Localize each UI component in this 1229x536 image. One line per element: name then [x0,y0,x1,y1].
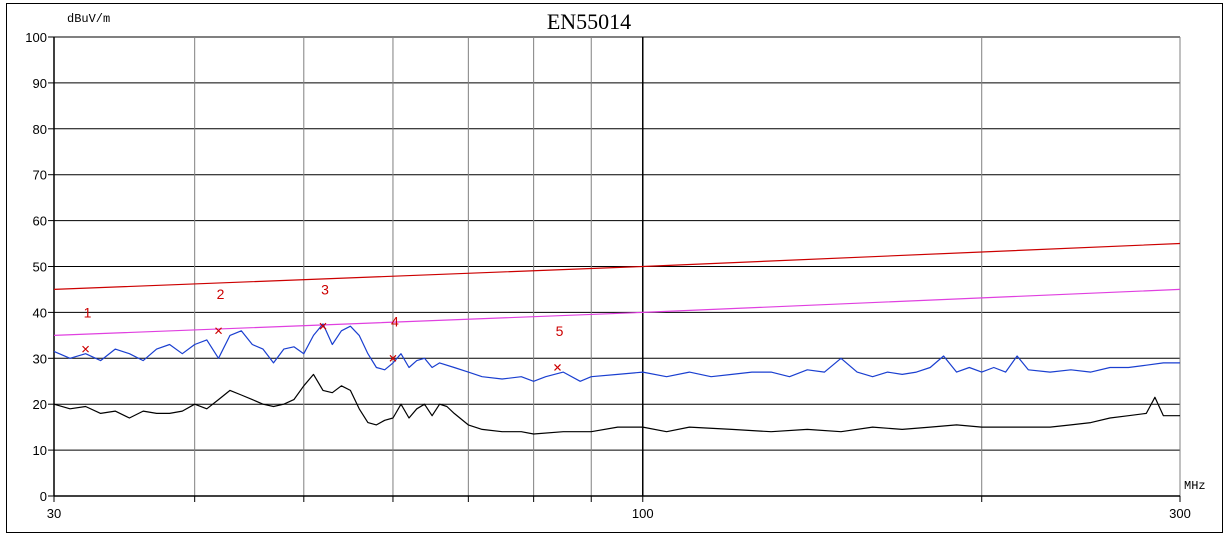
chart-frame: 0 10 20 30 40 50 60 70 80 90 100 30 100 300 1 2 3 4 5 EN5… [6,3,1223,533]
y-tick-label: 40 [33,305,47,320]
marker-cross [389,354,397,362]
y-tick-label: 80 [33,122,47,137]
marker-cross [82,345,89,353]
marker-label: 4 [391,314,399,330]
series-line-limit [53,242,1181,290]
series-line-average [53,373,1180,435]
marker-cross [554,364,561,371]
y-tick-label: 60 [33,214,47,229]
marker-label: 1 [84,304,92,320]
x-tick-label: 100 [632,506,654,521]
marker-label: 5 [556,323,564,339]
marker-cross [215,327,222,335]
marker-label: 2 [217,286,225,302]
y-tick-label: 0 [40,489,47,504]
markers-layer: 1 2 3 4 5 [82,281,564,371]
y-tick-label: 10 [33,443,47,458]
chart-title: EN55014 [547,9,631,34]
x-tick-label: 30 [47,506,61,521]
y-tick-label: 70 [33,168,47,183]
marker-cross [319,322,327,330]
series-line-peak [53,323,1180,382]
axes: 0 10 20 30 40 50 60 70 80 90 100 30 100 300 [25,30,1191,521]
series-layer [53,242,1181,435]
y-tick-label: 90 [33,76,47,91]
x-axis-unit: MHz [1184,479,1206,493]
y-axis-unit: dBuV/m [67,12,110,26]
y-tick-label: 50 [33,260,47,275]
y-tick-label: 30 [33,351,47,366]
chart-svg: 0 10 20 30 40 50 60 70 80 90 100 30 100 300 1 2 3 4 5 EN5… [25,9,1206,521]
y-tick-label: 100 [25,30,47,45]
x-tick-label: 300 [1169,506,1191,521]
y-tick-label: 20 [33,397,47,412]
series-line-margin_limit [53,288,1181,336]
marker-label: 3 [321,281,329,297]
